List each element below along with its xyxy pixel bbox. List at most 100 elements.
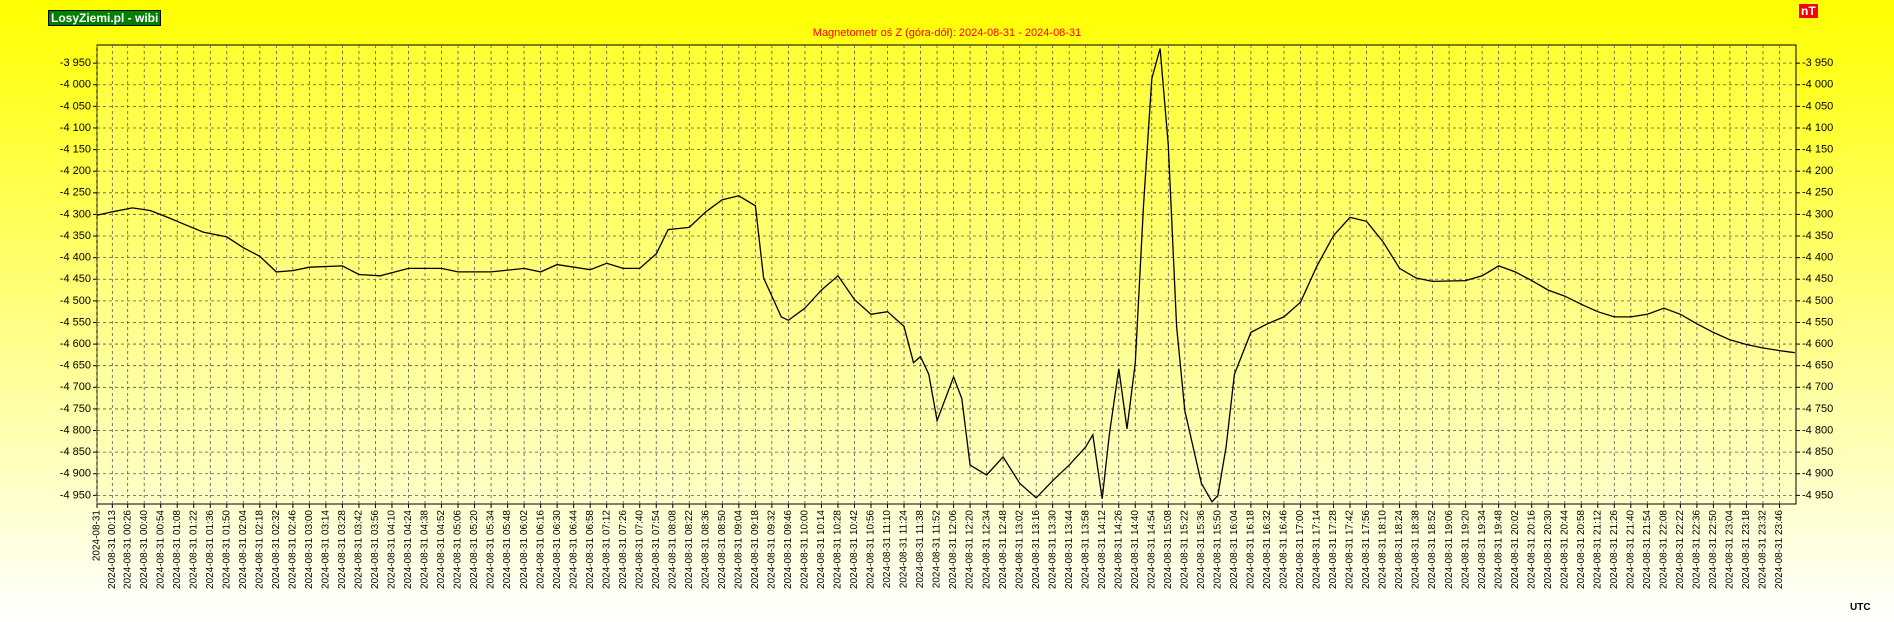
- y-tick-label: -4 750: [60, 403, 91, 415]
- x-tick-label: 2024-08-31 11:52: [932, 510, 943, 589]
- x-tick-label: 2024-08-31 21:12: [1592, 510, 1603, 589]
- x-tick-label: 2024-08-31 13:44: [1064, 510, 1075, 589]
- x-tick-label: 2024-08-31 10:14: [816, 510, 827, 589]
- timezone-label: UTC: [1850, 602, 1871, 613]
- y-tick-label: -4 400: [60, 252, 91, 264]
- x-tick-label: 2024-08-31 18:52: [1427, 510, 1438, 589]
- x-tick-label: 2024-08-31 17:00: [1295, 510, 1306, 589]
- x-tick-label: 2024-08-31 17:56: [1361, 510, 1372, 589]
- x-tick-label: 2024-08-31 04:38: [420, 510, 431, 589]
- x-tick-label: 2024-08-31 02:46: [287, 510, 298, 589]
- y-tick-label: -3 950: [60, 57, 91, 69]
- x-tick-label: 2024-08-31 23:32: [1758, 510, 1769, 589]
- x-tick-label: 2024-08-31 20:44: [1559, 510, 1570, 589]
- x-tick-label: 2024-08-31 08:08: [667, 510, 678, 589]
- x-tick-label: 2024-08-31 20:02: [1510, 510, 1521, 589]
- y-tick-label: -4 850: [60, 446, 91, 458]
- x-tick-label: 2024-08-31 13:30: [1047, 510, 1058, 589]
- y2-tick-label: -4 950: [1802, 489, 1833, 501]
- x-tick-label: 2024-08-31 19:48: [1493, 510, 1504, 589]
- x-tick-label: 2024-08-31 21:40: [1625, 510, 1636, 589]
- x-tick-label: 2024-08-31 11:10: [882, 510, 893, 589]
- y-tick-label: -4 000: [60, 79, 91, 91]
- x-tick-label: 2024-08-31 08:50: [717, 510, 728, 589]
- x-tick-label: 2024-08-31 17:42: [1345, 510, 1356, 589]
- x-tick-label: 2024-08-31 04:24: [403, 510, 414, 589]
- x-tick-label: 2024-08-31 16:18: [1246, 510, 1257, 589]
- x-tick-label: 2024-08-31 09:32: [767, 510, 778, 589]
- y2-tick-label: -4 300: [1802, 208, 1833, 220]
- x-tick-label: 2024-08-31: [92, 510, 103, 562]
- x-tick-label: 2024-08-31 08:36: [700, 510, 711, 589]
- x-tick-label: 2024-08-31 23:04: [1725, 510, 1736, 589]
- x-tick-label: 2024-08-31 16:46: [1279, 510, 1290, 589]
- x-tick-label: 2024-08-31 18:10: [1378, 510, 1389, 589]
- x-tick-label: 2024-08-31 06:02: [519, 510, 530, 589]
- x-tick-label: 2024-08-31 01:22: [188, 510, 199, 589]
- y-tick-label: -4 200: [60, 165, 91, 177]
- x-tick-label: 2024-08-31 14:26: [1113, 510, 1124, 589]
- x-tick-label: 2024-08-31 14:54: [1146, 510, 1157, 589]
- x-tick-label: 2024-08-31 09:46: [783, 510, 794, 589]
- x-tick-label: 2024-08-31 22:36: [1692, 510, 1703, 589]
- x-tick-label: 2024-08-31 06:44: [568, 510, 579, 589]
- x-tick-label: 2024-08-31 19:06: [1444, 510, 1455, 589]
- x-tick-label: 2024-08-31 22:08: [1658, 510, 1669, 589]
- x-tick-label: 2024-08-31 00:26: [122, 510, 133, 589]
- y-tick-label: -4 900: [60, 468, 91, 480]
- x-tick-label: 2024-08-31 19:20: [1460, 510, 1471, 589]
- x-tick-label: 2024-08-31 05:48: [502, 510, 513, 589]
- y-tick-label: -4 950: [60, 489, 91, 501]
- x-tick-label: 2024-08-31 10:56: [866, 510, 877, 589]
- x-tick-label: 2024-08-31 00:54: [155, 510, 166, 589]
- y2-tick-label: -4 750: [1802, 403, 1833, 415]
- x-tick-label: 2024-08-31 15:36: [1196, 510, 1207, 589]
- x-tick-label: 2024-08-31 15:22: [1179, 510, 1190, 589]
- x-tick-label: 2024-08-31 02:32: [271, 510, 282, 589]
- x-tick-label: 2024-08-31 05:34: [486, 510, 497, 589]
- x-tick-label: 2024-08-31 07:54: [651, 510, 662, 589]
- unit-badge: nT: [1799, 4, 1818, 18]
- x-tick-label: 2024-08-31 13:16: [1031, 510, 1042, 589]
- y2-tick-label: -4 800: [1802, 424, 1833, 436]
- x-tick-label: 2024-08-31 14:40: [1130, 510, 1141, 589]
- y-tick-label: -4 300: [60, 208, 91, 220]
- y2-tick-label: -4 850: [1802, 446, 1833, 458]
- y-tick-label: -4 600: [60, 338, 91, 350]
- y-tick-label: -4 250: [60, 187, 91, 199]
- x-tick-label: 2024-08-31 09:18: [750, 510, 761, 589]
- y-tick-label: -4 550: [60, 316, 91, 328]
- brand-badge: LosyZiemi.pl - wibi: [48, 10, 162, 26]
- x-tick-label: 2024-08-31 07:26: [618, 510, 629, 589]
- y-tick-label: -4 050: [60, 100, 91, 112]
- x-tick-label: 2024-08-31 08:22: [684, 510, 695, 589]
- x-tick-label: 2024-08-31 23:18: [1741, 510, 1752, 589]
- y-tick-label: -4 100: [60, 122, 91, 134]
- x-tick-label: 2024-08-31 18:24: [1394, 510, 1405, 589]
- plot-area: [96, 44, 1797, 505]
- x-tick-label: 2024-08-31 01:08: [172, 510, 183, 589]
- y2-tick-label: -4 900: [1802, 468, 1833, 480]
- y2-tick-label: -4 400: [1802, 252, 1833, 264]
- x-tick-label: 2024-08-31 02:04: [238, 510, 249, 589]
- y-tick-label: -4 500: [60, 295, 91, 307]
- y-tick-label: -4 150: [60, 143, 91, 155]
- x-tick-label: 2024-08-31 21:54: [1642, 510, 1653, 589]
- x-tick-label: 2024-08-31 11:24: [899, 510, 910, 589]
- x-tick-label: 2024-08-31 15:08: [1163, 510, 1174, 589]
- x-tick-label: 2024-08-31 02:18: [254, 510, 265, 589]
- x-tick-label: 2024-08-31 10:00: [800, 510, 811, 589]
- y2-tick-label: -4 700: [1802, 381, 1833, 393]
- y2-tick-label: -4 500: [1802, 295, 1833, 307]
- x-tick-label: 2024-08-31 06:58: [585, 510, 596, 589]
- x-tick-label: 2024-08-31 20:16: [1526, 510, 1537, 589]
- x-tick-label: 2024-08-31 16:04: [1229, 510, 1240, 589]
- x-tick-label: 2024-08-31 07:12: [601, 510, 612, 589]
- x-tick-label: 2024-08-31 12:48: [998, 510, 1009, 589]
- y2-tick-label: -4 100: [1802, 122, 1833, 134]
- x-tick-label: 2024-08-31 06:30: [552, 510, 563, 589]
- x-tick-label: 2024-08-31 12:34: [981, 510, 992, 589]
- x-tick-label: 2024-08-31 01:36: [205, 510, 216, 589]
- x-tick-label: 2024-08-31 16:32: [1262, 510, 1273, 589]
